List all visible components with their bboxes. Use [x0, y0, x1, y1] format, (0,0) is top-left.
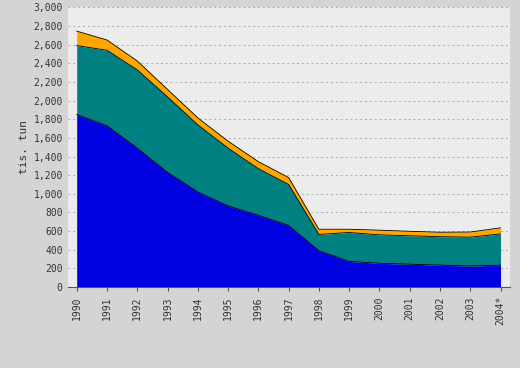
Y-axis label: tis. tun: tis. tun	[19, 120, 29, 174]
